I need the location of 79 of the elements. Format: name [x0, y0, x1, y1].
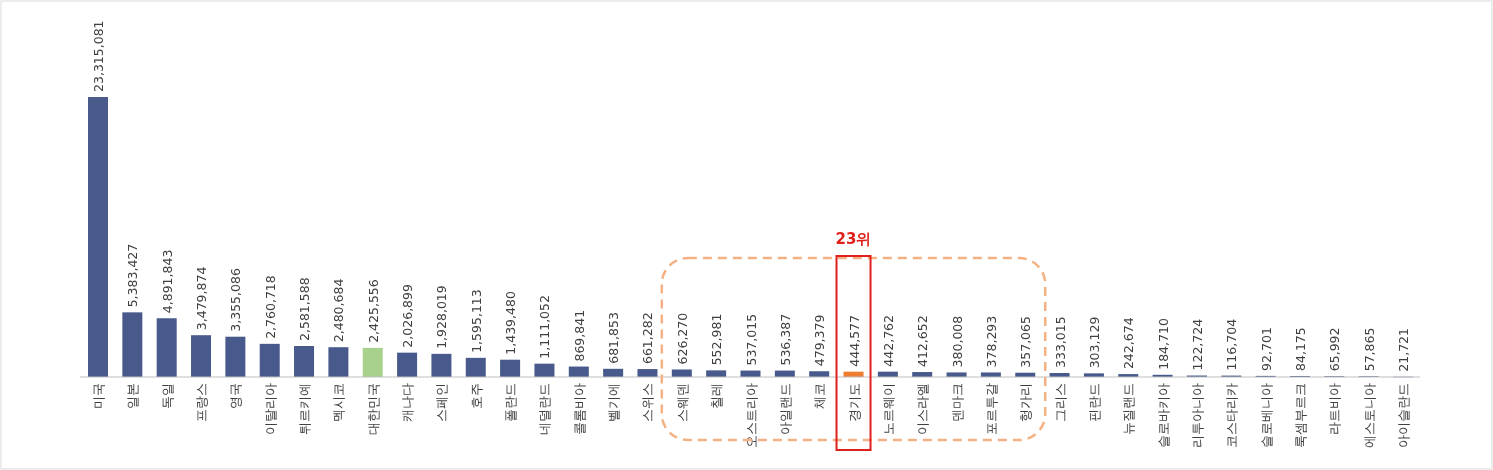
data-label: 3,479,874	[194, 266, 210, 331]
data-label: 479,379	[812, 314, 828, 367]
x-tick-label: 리투아니아	[1189, 383, 1205, 448]
data-label: 21,721	[1396, 327, 1411, 372]
x-tick-label: 헝가리	[1018, 383, 1034, 422]
x-tick-label: 포르투갈	[983, 383, 999, 435]
x-tick-label: 스웨덴	[674, 383, 690, 422]
x-tick-label: 스페인	[434, 383, 450, 422]
data-label: 1,439,480	[503, 291, 519, 355]
x-tick-label: 네덜란드	[537, 383, 553, 435]
x-tick-label: 캐나다	[400, 383, 416, 422]
x-tick-label: 멕시코	[331, 383, 347, 422]
x-tick-label: 일본	[125, 383, 141, 409]
data-label: 626,270	[674, 312, 690, 365]
x-tick-label: 독일	[159, 383, 175, 409]
data-label: 4,891,843	[159, 249, 175, 314]
x-tick-label: 칠레	[709, 383, 725, 409]
data-label: 1,111,052	[537, 295, 553, 359]
data-label: 378,293	[983, 315, 999, 368]
x-tick-label: 아이슬란드	[1396, 383, 1411, 448]
data-label: 2,425,556	[365, 279, 381, 343]
data-label: 552,981	[709, 313, 725, 366]
data-label: 869,841	[571, 309, 587, 362]
data-label: 184,710	[1155, 318, 1171, 370]
data-label: 116,704	[1224, 318, 1240, 371]
data-label: 57,865	[1361, 327, 1377, 372]
x-tick-label: 룩셈부르크	[1292, 383, 1308, 448]
x-tick-label: 경기도	[846, 383, 862, 422]
x-tick-label: 슬로베니아	[1258, 383, 1274, 448]
x-tick-label: 폴란드	[503, 383, 519, 422]
x-tick-label: 콜롬비아	[571, 383, 587, 435]
x-tick-label: 이탈리아	[262, 383, 278, 435]
x-tick-label: 아일랜드	[777, 383, 793, 435]
x-tick-label: 미국	[91, 383, 106, 409]
data-label: 681,853	[606, 312, 622, 364]
data-label: 333,015	[1052, 316, 1068, 368]
data-label: 537,015	[743, 313, 759, 366]
x-tick-label: 코스타리카	[1224, 383, 1240, 448]
x-tick-label: 영국	[228, 383, 244, 409]
data-label: 303,129	[1086, 316, 1102, 369]
x-tick-label: 그리스	[1052, 383, 1068, 422]
x-tick-label: 체코	[812, 383, 828, 409]
x-tick-label: 벨기에	[606, 383, 622, 422]
data-label: 661,282	[640, 312, 656, 365]
data-label: 1,928,019	[434, 285, 450, 349]
data-label: 242,674	[1121, 317, 1137, 370]
x-tick-label: 에스토니아	[1361, 383, 1377, 448]
data-label: 23,315,081	[91, 20, 106, 92]
data-label: 1,595,113	[468, 289, 484, 353]
data-label: 2,480,684	[331, 278, 347, 343]
data-label: 2,026,899	[400, 283, 416, 348]
x-tick-label: 이스라엘	[915, 383, 931, 435]
x-tick-label: 호주	[468, 383, 484, 409]
x-tick-label: 덴마크	[949, 383, 965, 422]
data-label: 84,175	[1292, 327, 1308, 371]
x-tick-label: 라트비아	[1327, 383, 1343, 435]
data-label: 65,992	[1327, 327, 1343, 372]
x-tick-label: 대한민국	[365, 383, 381, 435]
annotation: 23위	[835, 230, 872, 248]
data-label: 122,724	[1189, 318, 1205, 371]
data-label: 357,065	[1018, 316, 1034, 368]
data-label: 536,387	[777, 313, 793, 366]
x-tick-label: 슬로바키아	[1155, 383, 1171, 448]
data-label: 442,762	[880, 314, 896, 367]
data-label: 412,652	[915, 315, 931, 368]
x-tick-label: 튀르키예	[297, 383, 313, 435]
data-label: 3,355,086	[228, 268, 244, 332]
data-label: 5,383,427	[125, 243, 141, 308]
x-tick-label: 노르웨이	[880, 383, 896, 435]
data-label: 2,581,588	[297, 277, 313, 341]
data-label: 444,577	[846, 314, 862, 367]
x-tick-label: 스위스	[640, 383, 656, 422]
data-label: 2,760,718	[262, 275, 278, 339]
x-tick-label: 프랑스	[194, 383, 210, 422]
x-tick-label: 오스트리아	[743, 383, 759, 448]
data-label: 380,008	[949, 315, 965, 368]
data-label: 92,701	[1258, 327, 1274, 371]
x-tick-label: 핀란드	[1086, 383, 1102, 422]
x-tick-label: 뉴질랜드	[1121, 383, 1137, 435]
